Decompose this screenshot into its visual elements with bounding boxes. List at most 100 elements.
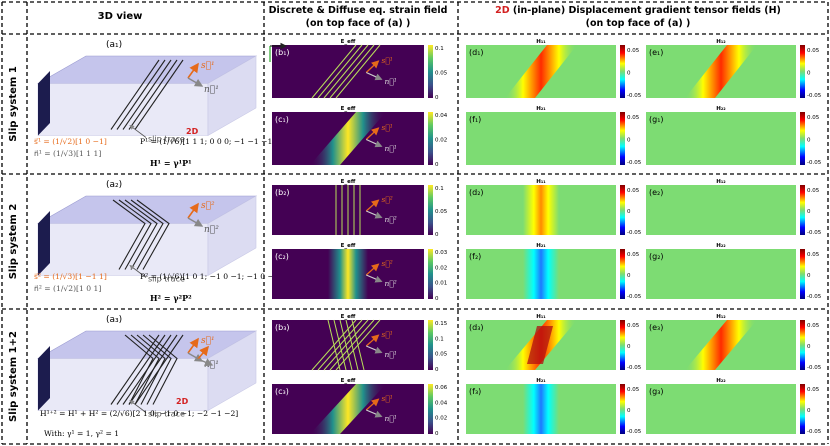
panel-label: (b₁) (275, 48, 290, 57)
panel-title: E_eff (341, 39, 356, 45)
panel-label: (b₃) (275, 323, 290, 332)
box-right-face (207, 195, 257, 277)
colorbar-tick: -0.05 (627, 294, 642, 300)
panel-title: H₂₁ (536, 106, 546, 112)
panel-title: H₂₂ (716, 243, 726, 249)
h-band (685, 45, 757, 98)
slip-trace-line (128, 59, 178, 130)
slip-trace-label: slip trace (148, 410, 185, 419)
h-field (646, 384, 796, 434)
colorbar (800, 384, 805, 434)
slip-trace-line (118, 199, 152, 270)
colorbar-tick: 0 (807, 138, 811, 144)
n2-vector-arrow (197, 358, 214, 367)
h-band-core (527, 326, 553, 364)
slip-trace-line (142, 334, 172, 405)
panel-label: (b₂) (275, 188, 290, 197)
colorbar-tick: 0.05 (807, 252, 820, 258)
s-vector-label: s⃗¹ (381, 56, 392, 65)
n-vector-arrow (366, 409, 383, 418)
h-panel-4: H₂₂ (g₂) 0.05 0 -0.05 (646, 243, 822, 300)
colorbar (428, 320, 433, 370)
s-vector-arrow (365, 199, 380, 212)
slip-trace-pointer (129, 265, 147, 278)
slip-trace-line (130, 199, 164, 270)
panel-label: (c₁) (275, 115, 289, 124)
colorbar-tick: 0 (627, 408, 631, 414)
colorbar-tick: 0.02 (435, 265, 447, 271)
h-panel-4: H₂₂ (g₃) 0.05 0 -0.05 (646, 378, 822, 435)
diffuse-strain-panel: E_eff (c₂) s⃗² n⃗² 0.03 0.02 0.01 0 (272, 243, 448, 302)
panel-title: H₁₁ (536, 39, 546, 45)
box-left-face (38, 71, 50, 136)
colorbar-tick: 0.05 (627, 387, 640, 393)
panel-title: E_eff (341, 314, 356, 320)
slip-traces (110, 59, 184, 130)
s-formula: s⃗² = (1/√3)[1 −1 1] (34, 272, 107, 281)
slip-band (317, 44, 363, 99)
row-1: Slip system 1 slip trace s⃗¹ n⃗¹ (a₁) s⃗¹ = (… (8, 39, 822, 168)
n-vector-label: n⃗¹ (204, 85, 219, 95)
colorbar-tick: 0.02 (435, 138, 447, 144)
col2-header-line1: Discrete & Diffuse eq. strain field (269, 5, 448, 16)
colorbar-tick: 0.05 (807, 48, 820, 54)
panel-label: (g₁) (649, 115, 664, 124)
h-panel-2: H₁₂ (e₁) 0.05 0 -0.05 (646, 39, 822, 99)
s-vector-label: s⃗² (381, 259, 392, 268)
slip-trace-line (134, 334, 184, 405)
col1-header: 3D view (98, 11, 143, 22)
colorbar (800, 185, 805, 235)
colorbar-tick: 0.05 (627, 323, 640, 329)
s-vector-arrow (365, 60, 380, 73)
colorbar (800, 320, 805, 370)
slip-trace-line (110, 59, 160, 130)
h-panel-1: H₁₁ (d₂) 0.05 0 -0.05 (466, 179, 642, 236)
colorbar-tick: 0.05 (435, 71, 448, 77)
box-left-face (38, 211, 50, 276)
p-formula: P² = (1/√6)[1 0 1; −1 0 −1; −1 0 −1] (140, 272, 282, 281)
colorbar (800, 45, 805, 98)
colorbar-tick: 0 (807, 209, 811, 215)
panel-label: (c₂) (275, 252, 289, 261)
panel-title: E_eff (341, 106, 356, 112)
slip-trace-line (136, 199, 170, 270)
s-vector-arrow (365, 334, 380, 347)
s2-vector-arrow (197, 345, 210, 360)
slip-trace-line (136, 334, 166, 405)
col3-header-line1: 2D (in-plane) Displacement gradient tens… (495, 5, 781, 16)
s-vector-arrow (187, 202, 199, 219)
colorbar-tick: 0.05 (435, 352, 448, 358)
h-field (646, 112, 796, 165)
panel-a-label: (a₃) (106, 315, 122, 325)
s-vector-label: s⃗¹ (201, 336, 215, 346)
h-panel-3: H₂₁ (f₁) 0.05 0 -0.05 (466, 106, 642, 166)
panel-label: (f₃) (469, 387, 481, 396)
colorbar-tick: 0 (435, 296, 439, 302)
h-band (523, 185, 559, 235)
colorbar-tick: 0.03 (435, 250, 448, 256)
colorbar (620, 185, 625, 235)
slip-band (329, 44, 375, 99)
discrete-lines (335, 185, 361, 235)
discrete-lines (311, 44, 381, 99)
3d-box (36, 55, 258, 137)
n-formula: n⃗² = (1/√2)[1 0 1] (34, 284, 101, 293)
colorbar-tick: 0.1 (435, 46, 444, 52)
slip-band (323, 44, 369, 99)
colorbar-tick: 0.1 (435, 336, 444, 342)
h-field (646, 185, 796, 235)
colorbar (428, 249, 433, 299)
s-vector-label: s⃗² (201, 201, 215, 211)
h-formula: H¹ = γ¹P¹ (150, 158, 192, 168)
col2-header-line2: (on top face of (a) ) (306, 18, 411, 29)
n-formula: n⃗¹ = (1/√3)[1 1 1] (34, 149, 101, 158)
panel-label: (d₃) (469, 323, 484, 332)
slip-band (345, 319, 359, 371)
h-panel-3: H₂₁ (f₃) 0.05 0 -0.05 (466, 378, 642, 435)
slip-trace-pointer (129, 400, 147, 413)
slip-band (333, 319, 347, 371)
h-sum-formula: H¹⁺² = H¹ + H² = (2/√6)[2 1 0; −1 0 −1; … (40, 409, 238, 418)
p-formula: P¹ = (1/√6)[1 1 1; 0 0 0; −1 −1 −1] (140, 137, 275, 146)
